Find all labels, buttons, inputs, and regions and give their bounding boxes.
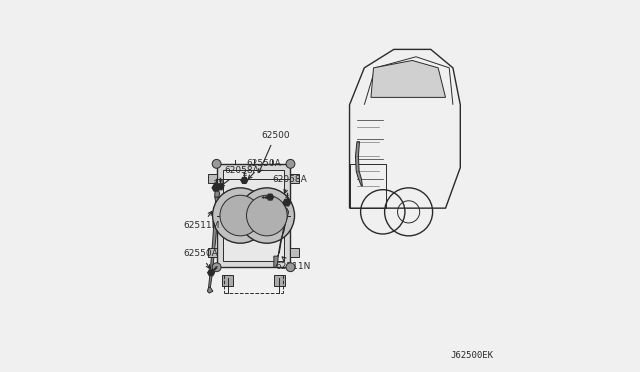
Polygon shape	[215, 190, 220, 197]
FancyBboxPatch shape	[274, 275, 285, 286]
FancyBboxPatch shape	[222, 275, 233, 286]
FancyBboxPatch shape	[223, 170, 284, 260]
Circle shape	[286, 160, 295, 168]
Circle shape	[212, 160, 221, 168]
Polygon shape	[209, 197, 220, 288]
Circle shape	[286, 263, 295, 272]
Polygon shape	[371, 61, 445, 97]
Text: 62511M: 62511M	[184, 211, 220, 231]
Text: J62500EK: J62500EK	[451, 350, 493, 359]
FancyBboxPatch shape	[291, 174, 299, 183]
Polygon shape	[212, 185, 220, 191]
Circle shape	[246, 195, 287, 236]
Text: 62511N: 62511N	[276, 257, 311, 271]
FancyBboxPatch shape	[209, 174, 216, 183]
FancyBboxPatch shape	[216, 164, 291, 267]
FancyBboxPatch shape	[291, 248, 299, 257]
Circle shape	[212, 263, 221, 272]
Text: 62550A: 62550A	[184, 249, 218, 269]
Polygon shape	[217, 184, 223, 190]
Text: 62550A: 62550A	[246, 159, 281, 179]
Text: 62500: 62500	[259, 131, 289, 173]
Circle shape	[220, 195, 260, 236]
FancyBboxPatch shape	[209, 248, 216, 257]
Circle shape	[212, 188, 268, 243]
Polygon shape	[267, 194, 273, 200]
Polygon shape	[283, 199, 291, 206]
Polygon shape	[241, 177, 248, 183]
Circle shape	[239, 188, 294, 243]
Text: 62058A: 62058A	[221, 166, 259, 186]
Text: 62058A: 62058A	[272, 175, 307, 193]
Polygon shape	[355, 142, 362, 186]
Polygon shape	[207, 288, 213, 293]
Polygon shape	[208, 270, 214, 276]
Polygon shape	[274, 208, 289, 267]
